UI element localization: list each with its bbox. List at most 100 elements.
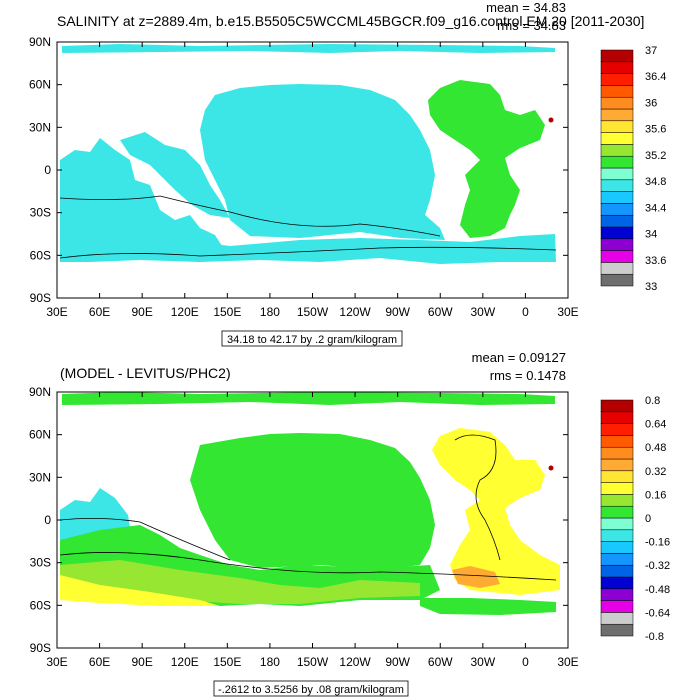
- panel1-xtick-label: 150W: [297, 305, 329, 319]
- panel2-colorbar-swatch: [600, 399, 634, 413]
- panel2-colorbar-label: -0.64: [645, 607, 670, 619]
- panel2-pacific: [190, 433, 435, 570]
- panel2-xtick-label: 90W: [385, 655, 410, 669]
- panel2-colorbar: 0.8 0.64 0.48 0.32 0.16 0 -0.16 -0.32 -0.48 -0.64…: [600, 395, 670, 643]
- panel1-colorbar-swatch: [600, 49, 634, 63]
- panel2-colorbar-label: 0.16: [645, 489, 666, 501]
- panel1-colorbar-label: 34: [645, 229, 657, 241]
- panel2-xtick-label: 120E: [171, 655, 199, 669]
- panel1-colorbar-label: 34.8: [645, 176, 666, 188]
- panel2-colorbar-swatch: [600, 458, 634, 472]
- panel1-title: SALINITY at z=2889.4m, b.e15.B5505C5WCCM…: [57, 13, 644, 29]
- panel2-xtick-label: 30E: [557, 655, 578, 669]
- panel1-colorbar-swatch: [600, 61, 634, 74]
- panel1-colorbar-swatch: [600, 96, 634, 110]
- panel2-colorbar-swatch: [600, 612, 634, 625]
- panel2-xtick-label: 150E: [213, 655, 241, 669]
- panel1-colorbar-label: 35.2: [645, 150, 666, 162]
- panel1-xtick-label: 30E: [46, 305, 67, 319]
- panel2-yellow-wedge: [60, 575, 220, 606]
- panel2-orange-blob: [452, 566, 500, 588]
- panel1-colorbar-swatch: [600, 120, 634, 133]
- panel1-colorbar-label: 36.4: [645, 71, 666, 83]
- panel1-xtick-label: 150E: [213, 305, 241, 319]
- panel1-colorbar-swatch: [600, 191, 634, 204]
- panel2-colorbar-label: 0.48: [645, 442, 666, 454]
- panel1-xtick-label: 0: [522, 305, 529, 319]
- panel1-xtick-label: 90W: [385, 305, 410, 319]
- panel2-colorbar-swatch: [600, 423, 634, 436]
- panel1-colorbar-swatch: [600, 214, 634, 228]
- panel2-rms: rms = 0.1478: [490, 368, 566, 383]
- panel1-xtick-label: 120E: [171, 305, 199, 319]
- panel1-colorbar-label: 36: [645, 97, 657, 109]
- panel2-colorbar-label: 0.64: [645, 419, 666, 431]
- panel2-xtick-label: 90E: [131, 655, 152, 669]
- panel2-colorbar-swatch: [600, 564, 634, 578]
- panel1-ytick-label: 0: [44, 163, 51, 177]
- panel2-colorbar-label: 0.32: [645, 466, 666, 478]
- panel1-colorbar-label: 37: [645, 45, 657, 57]
- panel2-southern-bottom: [420, 598, 556, 615]
- panel2-arctic: [62, 392, 555, 405]
- panel1-arctic: [62, 44, 555, 53]
- panel2-colorbar-swatch: [600, 529, 634, 542]
- panel2-xtick-label: 60W: [428, 655, 453, 669]
- panel2-colorbar-swatch: [600, 470, 634, 483]
- panel1-colorbar-swatch: [600, 85, 634, 98]
- panel2-colorbar-swatch: [600, 553, 634, 566]
- panel2-ytick-label: 30S: [30, 556, 51, 570]
- panel1-colorbar-swatch: [600, 132, 634, 145]
- panel2-colorbar-swatch: [600, 623, 634, 637]
- panel1-rms: rms = 34.83: [497, 18, 566, 33]
- panel1-colorbar-swatch: [600, 226, 634, 240]
- panel1-mean: mean = 34.83: [486, 0, 566, 15]
- panel2-title: (MODEL - LEVITUS/PHC2): [60, 365, 231, 381]
- panel1-colorbar-swatch: [600, 144, 634, 157]
- panel-salinity: SALINITY at z=2889.4m, b.e15.B5505C5WCCM…: [29, 0, 666, 347]
- panel1-colorbar-swatch: [600, 262, 634, 275]
- panel2-range-box: [213, 680, 409, 697]
- panel2-colorbar-label: -0.8: [645, 631, 664, 643]
- panel1-colorbar-swatch: [600, 167, 634, 181]
- panel2-axes: 30E 60E 90E 120E 150E 180 150W 120W 90W 60W 30W 0 30…: [29, 385, 579, 669]
- panel-difference: (MODEL - LEVITUS/PHC2) mean = 0.09127 rm…: [29, 350, 670, 697]
- panel2-xtick-label: 0: [522, 655, 529, 669]
- panel2-ytick-label: 60S: [30, 598, 51, 612]
- panel1-colorbar-swatch: [600, 179, 634, 192]
- panel2-colorbar-swatch: [600, 446, 634, 460]
- panel2-xtick-label: 150W: [297, 655, 329, 669]
- panel1-colorbar-label: 33: [645, 281, 657, 293]
- panel2-colorbar-swatch: [600, 505, 634, 519]
- panel1-colorbar-label: 34.4: [645, 202, 666, 214]
- panel2-colorbar-swatch: [600, 435, 634, 448]
- panel1-range-box: [221, 330, 403, 347]
- panel2-colorbar-label: -0.32: [645, 560, 670, 572]
- panel2-colorbar-label: 0.8: [645, 395, 660, 407]
- panel1-colorbar-swatch: [600, 108, 634, 122]
- panel1-colorbar-swatch: [600, 73, 634, 86]
- panel1-ytick-label: 30N: [29, 120, 51, 134]
- panel2-xtick-label: 180: [260, 655, 280, 669]
- panel2-colorbar-swatch: [600, 494, 634, 507]
- panel1-xtick-label: 60W: [428, 305, 453, 319]
- panel1-xtick-label: 30E: [557, 305, 578, 319]
- panel1-colorbar-swatch: [600, 238, 634, 251]
- panel2-colorbar-swatch: [600, 588, 634, 601]
- panel1-colorbar-swatch: [600, 155, 634, 169]
- panel1-ytick-label: 30S: [30, 206, 51, 220]
- panel1-ytick-label: 90S: [30, 291, 51, 305]
- panel2-range-label: -.2612 to 3.5256 by .08 gram/kilogram: [218, 684, 404, 696]
- panel1-colorbar-swatch: [600, 250, 634, 263]
- panel1-atlantic: [428, 80, 545, 238]
- panel2-xtick-label: 30E: [46, 655, 67, 669]
- panel1-ytick-label: 60N: [29, 78, 51, 92]
- panel1-xtick-label: 180: [260, 305, 280, 319]
- panel1-ytick-label: 90N: [29, 35, 51, 49]
- panel1-xtick-label: 60E: [89, 305, 110, 319]
- panel2-mean: mean = 0.09127: [472, 350, 566, 365]
- panel1-axes: 30E 60E 90E 120E 150E 180 150W 120W 90W 60W 30W 0 30…: [29, 35, 579, 319]
- panel1-southern: [60, 234, 556, 264]
- panel2-colorbar-swatch: [600, 411, 634, 424]
